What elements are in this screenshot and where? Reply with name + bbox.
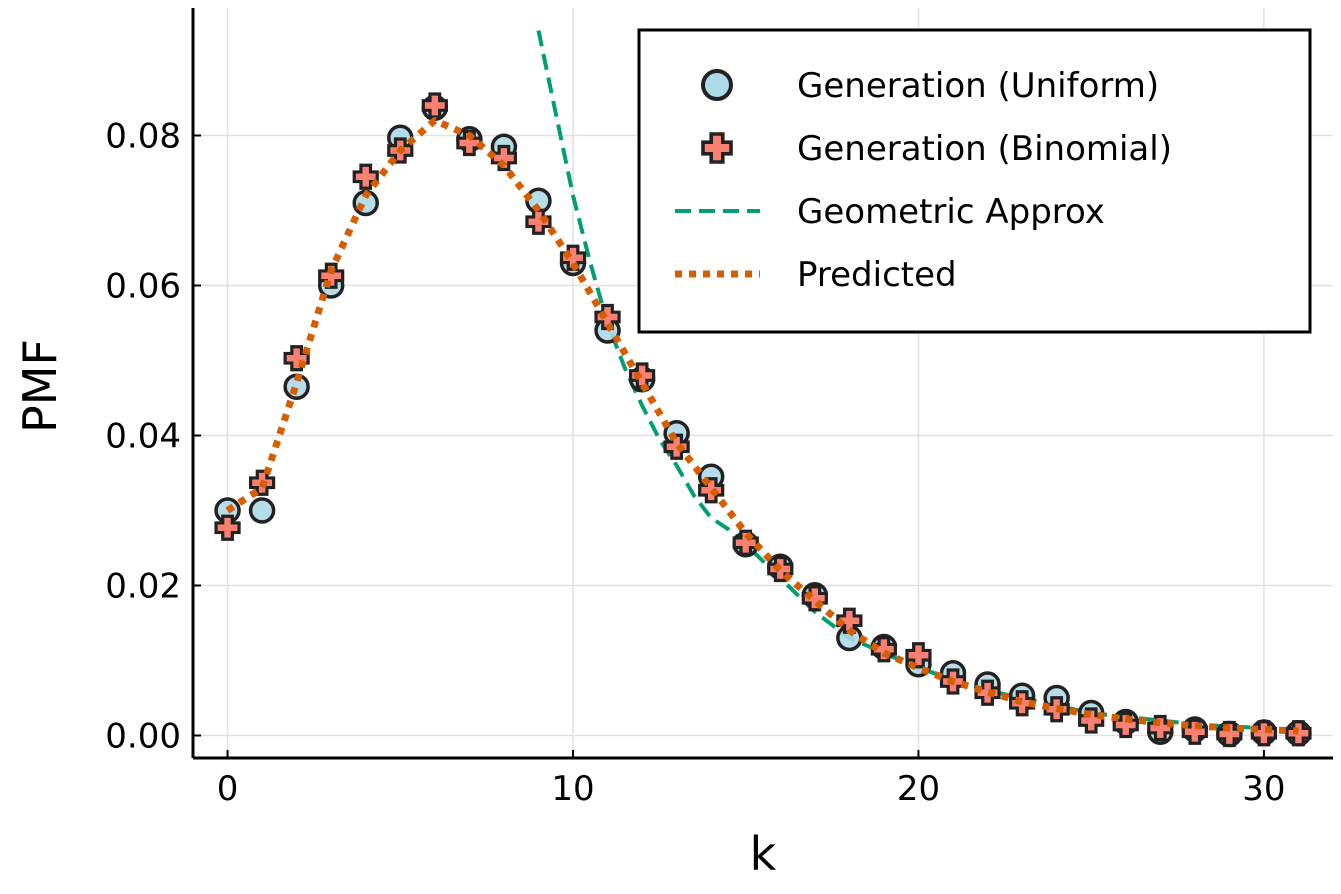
- binomial-point: [1008, 690, 1036, 717]
- x-tick-label: 10: [551, 769, 594, 809]
- legend-label: Geometric Approx: [797, 192, 1105, 232]
- binomial-point: [421, 92, 448, 119]
- y-tick-label: 0.04: [105, 417, 181, 457]
- x-tick-label: 0: [217, 769, 239, 809]
- y-tick-labels: 0.00 0.02 0.04 0.06 0.08: [105, 117, 181, 757]
- binomial-point: [214, 514, 241, 541]
- x-tick-label: 30: [1242, 769, 1285, 809]
- y-tick-label: 0.02: [105, 567, 181, 607]
- legend-box: [637, 28, 1312, 334]
- x-axis-title: k: [750, 827, 777, 881]
- series-geometric-approx: [536, 30, 1299, 732]
- binomial-point: [1147, 714, 1174, 742]
- binomial-point: [698, 477, 725, 504]
- geometric-approx-line: [536, 30, 1299, 732]
- binomial-point: [318, 262, 345, 289]
- axes: [191, 8, 1333, 760]
- y-tick-label: 0.00: [105, 717, 181, 757]
- legend-symbol-1: [701, 132, 733, 164]
- legend-label: Generation (Uniform): [797, 66, 1159, 106]
- binomial-point: [456, 129, 483, 157]
- uniform-point: [248, 497, 276, 524]
- y-tick-label: 0.08: [105, 117, 181, 157]
- series-layer: [214, 30, 1312, 748]
- binomial-point: [1078, 707, 1105, 734]
- binomial-point: [801, 585, 828, 612]
- binomial-point: [1216, 720, 1243, 748]
- legend-symbol-0: [701, 69, 733, 101]
- binomial-point: [283, 345, 310, 372]
- binomial-point: [559, 244, 587, 271]
- binomial-point: [1285, 720, 1312, 747]
- y-tick-label: 0.06: [105, 267, 181, 307]
- legend-label: Generation (Binomial): [797, 129, 1172, 169]
- x-tick-label: 20: [897, 769, 940, 809]
- legend: Generation (Uniform) Generation (Binomial…: [637, 28, 1312, 334]
- legend-label: Predicted: [797, 255, 957, 295]
- y-axis-title: PMF: [13, 339, 67, 433]
- binomial-point: [352, 163, 379, 190]
- x-tick-labels: 0 10 20 30: [217, 769, 1286, 809]
